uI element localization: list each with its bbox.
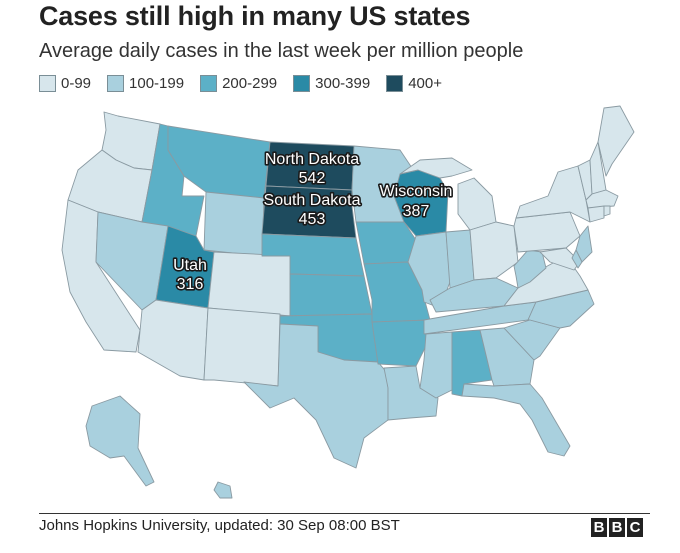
state-arkansas [371,319,431,367]
state-michigan-lower [457,177,497,231]
state-ohio [469,221,519,281]
state-south-dakota [261,185,357,239]
bbc-logo-letter-2: B [609,518,625,537]
legend-label-100-199: 100-199 [129,74,185,92]
state-indiana [445,229,475,289]
state-south-carolina [503,319,561,361]
state-new-york [515,165,591,223]
south-dakota-value: 453 [299,211,326,228]
state-maine [597,105,635,177]
state-kentucky [429,277,519,313]
legend-item-100-199: 100-199 [107,74,185,92]
footer-divider [39,513,650,514]
legend-swatch-200-299 [200,74,218,92]
state-pennsylvania [513,211,581,253]
state-connecticut [587,205,605,223]
south-dakota-name: South Dakota [264,192,361,209]
state-michigan-upper [399,157,473,179]
legend-label-300-399: 300-399 [315,74,371,92]
state-wyoming [203,191,265,257]
state-arizona [137,299,209,381]
legend-label-400-plus: 400+ [408,74,443,92]
bbc-logo-letter-3: C [627,518,643,537]
legend-swatch-300-399 [293,74,311,92]
legend-swatch-0-99 [39,74,56,92]
legend-label-200-299: 200-299 [222,74,278,92]
bbc-logo-letter-1: B [591,518,607,537]
state-louisiana [383,365,439,421]
state-florida [461,383,571,457]
wisconsin-name: Wisconsin [380,183,453,200]
state-delaware [571,249,583,269]
chart-subtitle: Average daily cases in the last week per… [39,40,524,62]
utah-value: 316 [177,276,204,293]
state-colorado [207,251,293,317]
utah-name: Utah [173,257,207,274]
legend-item-300-399: 300-399 [293,74,371,92]
legend-swatch-400-plus [386,74,404,92]
legend-label-0-99: 0-99 [61,74,92,92]
state-hawaii [213,481,233,499]
legend-item-0-99: 0-99 [39,74,92,92]
legend: 0-99 100-199 200-299 300-399 400+ [39,72,458,94]
wisconsin-value: 387 [403,203,430,220]
north-dakota-value: 542 [299,170,326,187]
legend-swatch-100-199 [107,74,125,92]
state-new-mexico [203,307,281,387]
state-rhode-island [603,205,611,217]
state-labels: North Dakota 542 South Dakota 453 Wiscon… [172,149,455,294]
source-note: Johns Hopkins University, updated: 30 Se… [39,517,400,534]
state-new-jersey [575,225,593,263]
state-kansas [289,273,373,317]
state-alaska [85,395,155,487]
state-iowa [355,221,417,265]
bbc-logo: B B C [589,518,643,537]
legend-item-400-plus: 400+ [386,74,443,92]
north-dakota-name: North Dakota [265,151,359,168]
state-texas [243,323,389,469]
chart-title: Cases still high in many US states [39,1,471,31]
legend-item-200-299: 200-299 [200,74,278,92]
